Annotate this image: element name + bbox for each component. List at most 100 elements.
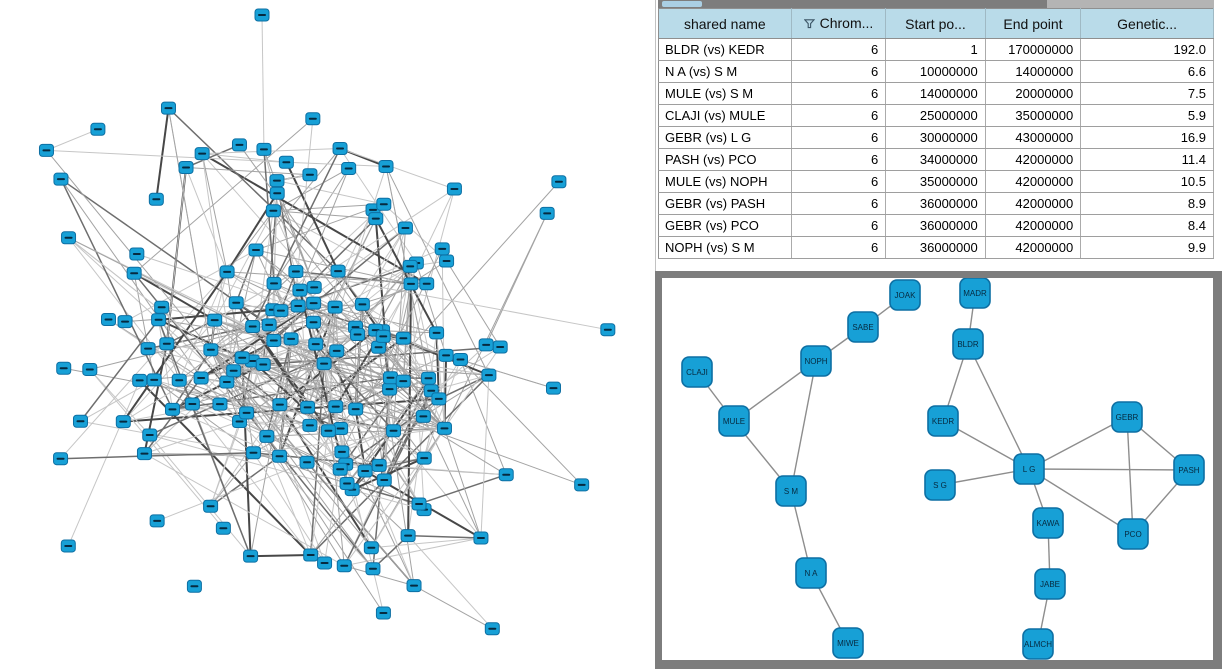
network-node[interactable] (115, 415, 131, 429)
cell-value[interactable]: 9.9 (1080, 236, 1214, 259)
network-node[interactable] (551, 175, 567, 189)
cell-value[interactable]: 8.9 (1080, 192, 1214, 215)
cell-value[interactable]: 6 (791, 82, 887, 105)
network-node[interactable] (473, 531, 489, 545)
network-node[interactable] (429, 326, 445, 340)
network-node[interactable] (60, 539, 76, 553)
network-node[interactable] (382, 382, 398, 396)
network-node[interactable]: MADR (959, 277, 991, 309)
network-node[interactable] (184, 397, 200, 411)
cell-value[interactable]: 35000000 (885, 170, 986, 193)
network-node[interactable] (376, 473, 392, 487)
network-node[interactable]: KEDR (927, 405, 959, 437)
network-node[interactable] (395, 374, 411, 388)
network-node[interactable] (333, 422, 349, 436)
column-header-start-po---[interactable]: Start po... (885, 8, 986, 39)
table-row[interactable]: GEBR (vs) PCO 6 36000000 42000000 8.4 (658, 214, 1214, 237)
network-node[interactable] (348, 402, 364, 416)
network-node[interactable] (434, 242, 450, 256)
network-node[interactable]: N A (795, 557, 827, 589)
column-header-genetic---[interactable]: Genetic... (1080, 8, 1214, 39)
network-node[interactable] (154, 300, 170, 314)
network-node[interactable] (140, 342, 156, 356)
network-node[interactable] (299, 455, 315, 469)
network-node[interactable] (255, 358, 271, 372)
network-node[interactable] (266, 333, 282, 347)
network-node[interactable] (193, 371, 209, 385)
network-node[interactable] (357, 464, 373, 478)
network-node[interactable] (142, 428, 158, 442)
network-node[interactable] (245, 446, 261, 460)
network-node[interactable] (53, 172, 69, 186)
subnetwork-viewport[interactable]: JOAK MADR SABE BLDR NOPH CLAJI MULE KEDR GEBR L G… (662, 277, 1213, 660)
cell-shared-name[interactable]: N A (vs) S M (658, 60, 792, 83)
network-node[interactable] (600, 323, 616, 337)
cell-value[interactable]: 7.5 (1080, 82, 1214, 105)
network-node[interactable] (146, 373, 162, 387)
table-row[interactable]: BLDR (vs) KEDR 6 1 170000000 192.0 (658, 38, 1214, 61)
cell-value[interactable]: 20000000 (985, 82, 1082, 105)
network-node[interactable]: L G (1013, 453, 1045, 485)
network-node[interactable]: S M (775, 475, 807, 507)
network-node[interactable] (402, 259, 418, 273)
network-node[interactable] (186, 579, 202, 593)
network-node[interactable] (245, 320, 261, 334)
network-node[interactable] (305, 112, 321, 126)
network-node[interactable] (273, 304, 289, 318)
network-node[interactable] (72, 414, 88, 428)
network-node[interactable] (194, 147, 210, 161)
network-node[interactable] (481, 368, 497, 382)
cell-value[interactable]: 42000000 (985, 170, 1082, 193)
cell-shared-name[interactable]: MULE (vs) S M (658, 82, 792, 105)
network-node[interactable] (226, 364, 242, 378)
cell-shared-name[interactable]: GEBR (vs) PCO (658, 214, 792, 237)
network-node[interactable] (269, 186, 285, 200)
network-node[interactable] (317, 556, 333, 570)
network-node[interactable] (272, 449, 288, 463)
network-node[interactable] (378, 159, 394, 173)
network-node[interactable] (415, 409, 431, 423)
filter-funnel-icon[interactable] (803, 16, 815, 32)
table-row[interactable]: PASH (vs) PCO 6 34000000 42000000 11.4 (658, 148, 1214, 171)
network-node[interactable] (38, 143, 54, 157)
cell-value[interactable]: 6 (791, 192, 887, 215)
cell-value[interactable]: 43000000 (985, 126, 1082, 149)
cell-value[interactable]: 42000000 (985, 148, 1082, 171)
network-node[interactable] (256, 142, 272, 156)
network-node[interactable] (231, 138, 247, 152)
network-node[interactable] (239, 406, 255, 420)
cell-value[interactable]: 30000000 (885, 126, 986, 149)
network-node[interactable] (498, 468, 514, 482)
network-node[interactable] (363, 541, 379, 555)
network-node[interactable]: JOAK (889, 279, 921, 311)
network-node[interactable] (56, 361, 72, 375)
network-node[interactable] (368, 212, 384, 226)
column-header-shared-name[interactable]: shared name (658, 8, 792, 39)
network-node[interactable] (207, 313, 223, 327)
network-node[interactable] (375, 329, 391, 343)
network-node[interactable] (219, 265, 235, 279)
cell-value[interactable]: 8.4 (1080, 214, 1214, 237)
network-node[interactable] (136, 447, 152, 461)
network-node[interactable]: ALMCH (1022, 628, 1054, 660)
cell-shared-name[interactable]: PASH (vs) PCO (658, 148, 792, 171)
column-header-chrom---[interactable]: Chrom... (791, 8, 887, 39)
network-node[interactable] (332, 462, 348, 476)
cell-value[interactable]: 6 (791, 126, 887, 149)
network-node[interactable] (126, 266, 142, 280)
cell-value[interactable]: 6.6 (1080, 60, 1214, 83)
cell-value[interactable]: 36000000 (885, 236, 986, 259)
network-node[interactable]: KAWA (1032, 507, 1064, 539)
table-row[interactable]: GEBR (vs) PASH 6 36000000 42000000 8.9 (658, 192, 1214, 215)
cell-value[interactable]: 14000000 (985, 60, 1082, 83)
network-node[interactable] (90, 122, 106, 136)
network-node[interactable] (365, 562, 381, 576)
network-node[interactable]: S G (924, 469, 956, 501)
network-node[interactable] (328, 400, 344, 414)
network-node[interactable] (164, 402, 180, 416)
network-node[interactable] (82, 362, 98, 376)
cell-value[interactable]: 10000000 (885, 60, 986, 83)
cell-value[interactable]: 6 (791, 236, 887, 259)
network-node[interactable] (354, 297, 370, 311)
network-node[interactable] (306, 296, 322, 310)
